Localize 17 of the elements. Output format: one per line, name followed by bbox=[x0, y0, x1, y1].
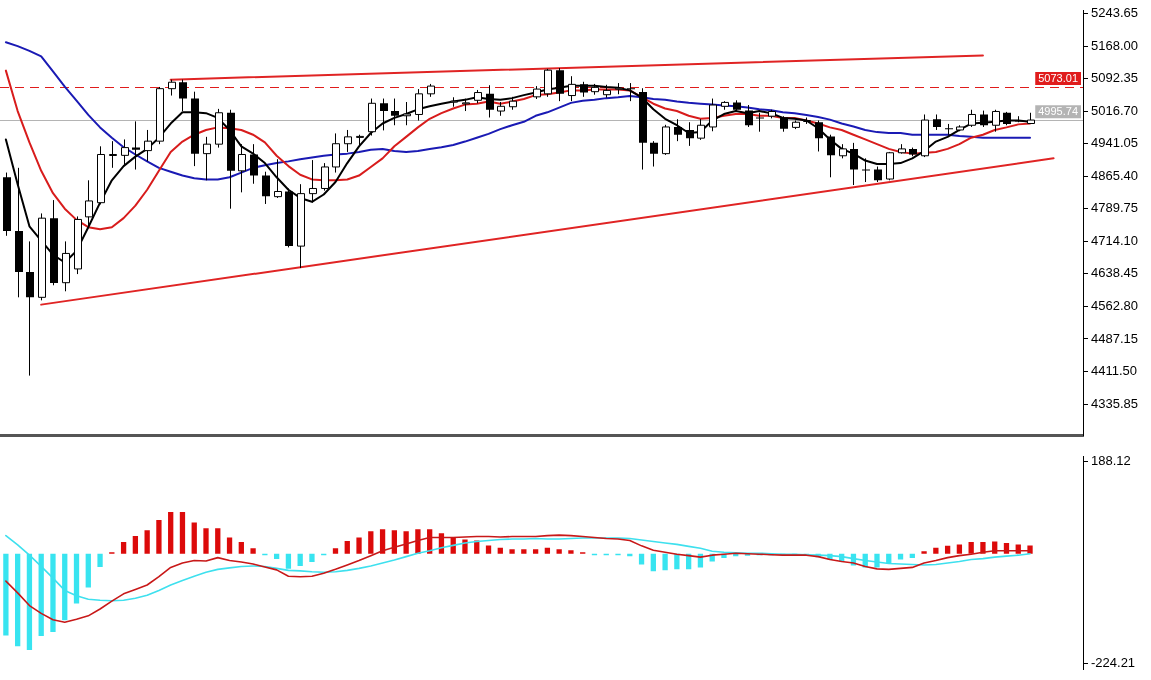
y-tick-label: 4714.10 bbox=[1091, 232, 1138, 248]
ref-line-label: 5073.01 bbox=[1038, 71, 1078, 84]
y-tick-label: 5016.70 bbox=[1091, 102, 1138, 118]
y-tick-label: 188.12 bbox=[1091, 453, 1131, 469]
y-tick-label: 5168.00 bbox=[1091, 37, 1138, 53]
y-tick-label: 4638.45 bbox=[1091, 265, 1138, 281]
y-tick-label: 4941.05 bbox=[1091, 135, 1138, 151]
y-tick-label: 4487.15 bbox=[1091, 330, 1138, 346]
y-tick-label: 4562.80 bbox=[1091, 298, 1138, 314]
y-tick-label: 5243.65 bbox=[1091, 5, 1138, 21]
y-tick-label: 4411.50 bbox=[1091, 363, 1138, 379]
y-tick-label: -224.21 bbox=[1091, 655, 1136, 671]
y-tick-label: 4789.75 bbox=[1091, 200, 1138, 216]
y-tick-label: 4865.40 bbox=[1091, 167, 1138, 183]
ref-line-label: 4995.74 bbox=[1038, 105, 1078, 118]
y-tick-label: 4335.85 bbox=[1091, 395, 1138, 411]
y-tick-label: 5092.35 bbox=[1091, 70, 1138, 86]
